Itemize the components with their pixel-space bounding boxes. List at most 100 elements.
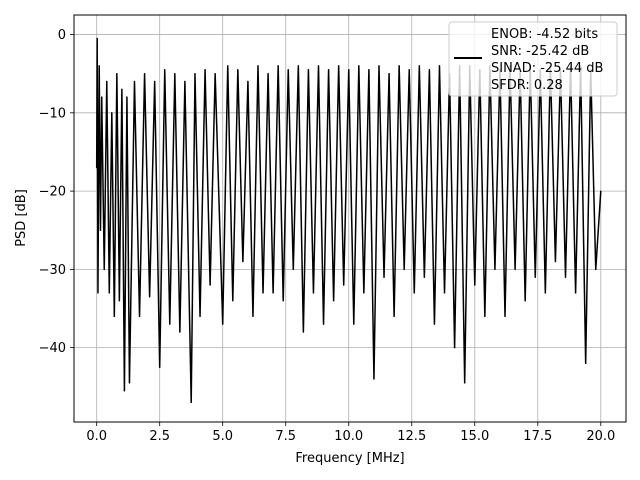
psd-data-point — [184, 80, 186, 83]
psd-data-point — [595, 268, 597, 270]
psd-data-point — [418, 65, 420, 67]
psd-data-point — [327, 69, 330, 71]
psd-data-point — [164, 69, 166, 71]
psd-data-point — [413, 292, 415, 294]
psd-data-point — [97, 292, 99, 294]
psd-data-point — [116, 73, 118, 75]
psd-data-point — [272, 292, 274, 294]
psd-data-point — [174, 73, 176, 75]
psd-data-point — [247, 80, 249, 83]
psd-data-point — [368, 69, 370, 71]
y-tick-label: −10 — [39, 106, 66, 121]
psd-data-point — [297, 65, 299, 67]
psd-data-point — [393, 315, 395, 317]
psd-data-point — [514, 268, 516, 270]
x-tick-label: 15.0 — [460, 429, 489, 444]
psd-data-point — [353, 323, 355, 325]
psd-data-point — [121, 88, 123, 90]
y-tick-label: −40 — [39, 341, 66, 356]
psd-data-point — [126, 96, 128, 98]
psd-data-point — [454, 347, 456, 349]
psd-data-point — [388, 73, 390, 75]
psd-data-point — [398, 65, 400, 67]
psd-data-point — [214, 73, 216, 75]
psd-data-point — [154, 80, 156, 83]
psd-data-point — [133, 80, 136, 83]
psd-data-point — [98, 65, 100, 67]
psd-data-point — [113, 315, 115, 317]
psd-data-point — [277, 65, 279, 67]
psd-data-point — [103, 268, 105, 270]
psd-data-point — [282, 300, 284, 302]
psd-data-point — [307, 69, 310, 71]
psd-data-point — [433, 323, 436, 325]
psd-data-point — [408, 69, 410, 71]
psd-data-point — [118, 300, 120, 302]
psd-data-point — [237, 69, 239, 71]
x-tick-label: 12.5 — [397, 429, 426, 444]
psd-data-point — [204, 69, 206, 71]
legend-entry-sfdr: SFDR: 0.28 — [491, 78, 563, 93]
legend-entry-enob: ENOB: -4.52 bits — [491, 27, 598, 42]
psd-data-point — [96, 167, 98, 169]
legend-entry-snr: SNR: -25.42 dB — [491, 44, 589, 59]
psd-data-point — [242, 260, 244, 263]
psd-data-point — [159, 366, 161, 368]
psd-data-point — [287, 69, 289, 71]
psd-data-point — [534, 276, 536, 278]
psd-data-point — [232, 300, 234, 302]
psd-data-point — [302, 331, 304, 333]
psd-data-point — [423, 276, 425, 278]
x-axis-ticks: 0.0 2.5 5.0 7.5 10.0 12.5 15.0 17.5 20.0 — [86, 422, 615, 444]
x-axis-label: Frequency [MHz] — [295, 451, 404, 466]
psd-data-point — [179, 331, 181, 333]
psd-data-point — [190, 401, 192, 404]
psd-data-point — [363, 292, 365, 294]
psd-data-point — [257, 65, 259, 67]
psd-data-point — [111, 112, 113, 114]
psd-data-point — [128, 382, 131, 384]
psd-data-point — [504, 315, 506, 317]
psd-data-point — [96, 37, 98, 40]
x-tick-label: 5.0 — [212, 429, 233, 444]
psd-data-point — [333, 300, 335, 302]
psd-data-point — [108, 292, 110, 294]
psd-data-point — [358, 65, 360, 67]
psd-data-point — [149, 296, 151, 298]
psd-data-point — [252, 315, 254, 317]
psd-data-point — [544, 292, 546, 294]
psd-data-point — [474, 284, 476, 286]
psd-data-point — [403, 268, 405, 270]
psd-data-point — [585, 362, 587, 364]
psd-data-point — [169, 323, 171, 325]
psd-data-point — [378, 65, 380, 67]
y-tick-label: −20 — [39, 185, 66, 200]
psd-data-point — [564, 276, 567, 278]
psd-data-point — [209, 284, 211, 286]
psd-data-point — [348, 69, 350, 71]
y-tick-label: −30 — [39, 263, 66, 278]
legend-entry-sinad: SINAD: -25.44 dB — [491, 61, 603, 76]
psd-data-point — [343, 284, 345, 286]
y-axis-label: PSD [dB] — [14, 189, 29, 247]
legend-box — [448, 21, 618, 97]
psd-data-point — [312, 292, 315, 294]
psd-data-point — [484, 315, 486, 317]
psd-data-point — [383, 276, 385, 278]
x-tick-label: 7.5 — [275, 429, 296, 444]
psd-data-point — [194, 73, 196, 75]
psd-data-point — [317, 65, 320, 67]
psd-data-point — [143, 73, 146, 75]
psd-data-point — [222, 323, 224, 325]
psd-data-point — [338, 65, 340, 67]
x-tick-label: 20.0 — [586, 429, 615, 444]
psd-data-point — [199, 315, 201, 317]
x-tick-label: 10.0 — [334, 429, 363, 444]
psd-data-point — [554, 260, 557, 263]
y-axis-ticks: 0 −10 −20 −30 −40 — [39, 28, 74, 356]
psd-data-point — [464, 382, 466, 384]
y-tick-label: 0 — [58, 28, 66, 43]
psd-data-point — [262, 292, 264, 294]
psd-data-point — [494, 268, 496, 270]
